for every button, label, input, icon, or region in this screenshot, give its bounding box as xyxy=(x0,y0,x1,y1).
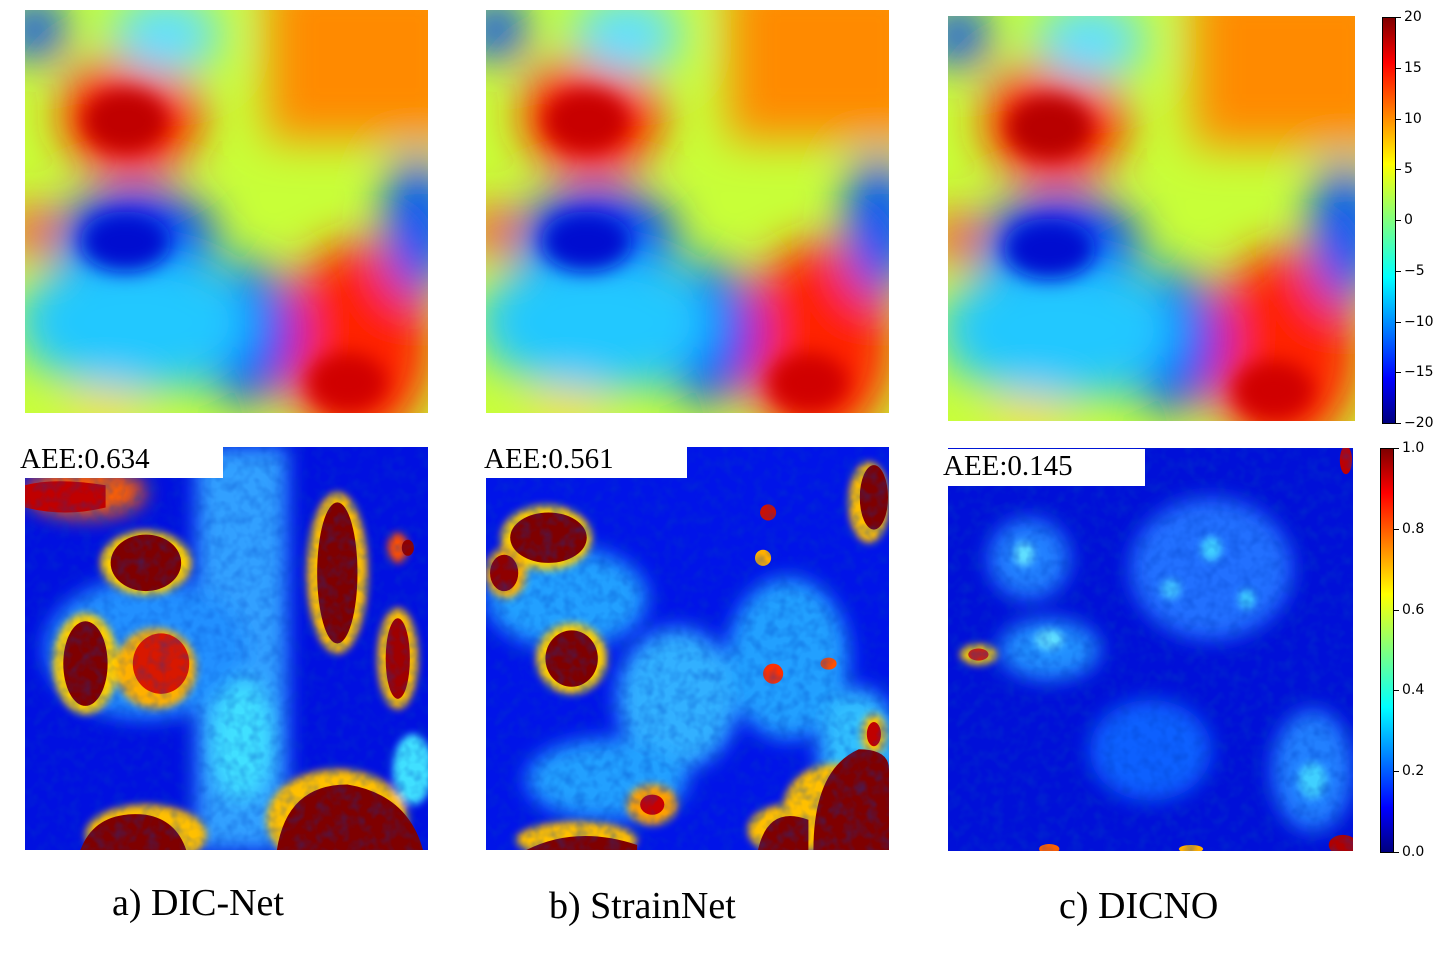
colorbar-tick-label: 15 xyxy=(1404,60,1422,76)
colorbar-tick xyxy=(1396,68,1401,69)
aee-label-strainnet: AEE:0.561 xyxy=(484,442,687,478)
colorbar-tick xyxy=(1394,690,1399,691)
aee-label-dicnet: AEE:0.634 xyxy=(20,442,223,478)
colorbar-tick xyxy=(1396,169,1401,170)
error-map-strainnet xyxy=(486,447,889,850)
colorbar-tick xyxy=(1396,322,1401,323)
colorbar-tick xyxy=(1396,220,1401,221)
displacement-colorbar xyxy=(1382,17,1396,424)
error-colorbar xyxy=(1380,448,1394,853)
colorbar-tick-label: 0.6 xyxy=(1402,602,1425,618)
colorbar-tick-label: 0.0 xyxy=(1402,844,1425,860)
aee-label-dicno: AEE:0.145 xyxy=(943,449,1145,486)
colorbar-tick-label: 0.8 xyxy=(1402,521,1425,537)
caption-dicno: c) DICNO xyxy=(1059,885,1219,927)
colorbar-tick xyxy=(1396,372,1401,373)
colorbar-tick xyxy=(1394,610,1399,611)
colorbar-tick-label: 0.2 xyxy=(1402,763,1425,779)
colorbar-tick-label: −10 xyxy=(1404,314,1434,330)
colorbar-tick xyxy=(1394,771,1399,772)
colorbar-tick-label: 0 xyxy=(1404,212,1413,228)
colorbar-tick-label: −15 xyxy=(1404,364,1434,380)
colorbar-tick-label: 10 xyxy=(1404,111,1422,127)
colorbar-tick xyxy=(1394,529,1399,530)
error-map-dicnet xyxy=(25,447,428,850)
colorbar-tick xyxy=(1396,271,1401,272)
displacement-map-strainnet xyxy=(486,10,889,413)
colorbar-tick-label: 0.4 xyxy=(1402,682,1425,698)
colorbar-tick xyxy=(1396,423,1401,424)
caption-dicnet: a) DIC-Net xyxy=(112,882,284,924)
displacement-map-dicno xyxy=(948,16,1355,421)
colorbar-tick xyxy=(1396,119,1401,120)
colorbar-tick-label: 20 xyxy=(1404,9,1422,25)
colorbar-tick xyxy=(1394,852,1399,853)
colorbar-tick-label: −20 xyxy=(1404,415,1434,431)
colorbar-tick xyxy=(1394,448,1399,449)
colorbar-tick-label: −5 xyxy=(1404,263,1425,279)
colorbar-tick-label: 5 xyxy=(1404,161,1413,177)
displacement-map-dicnet xyxy=(25,10,428,413)
caption-strainnet: b) StrainNet xyxy=(549,885,736,927)
error-map-dicno xyxy=(948,448,1353,851)
colorbar-tick xyxy=(1396,17,1401,18)
colorbar-tick-label: 1.0 xyxy=(1402,440,1425,456)
